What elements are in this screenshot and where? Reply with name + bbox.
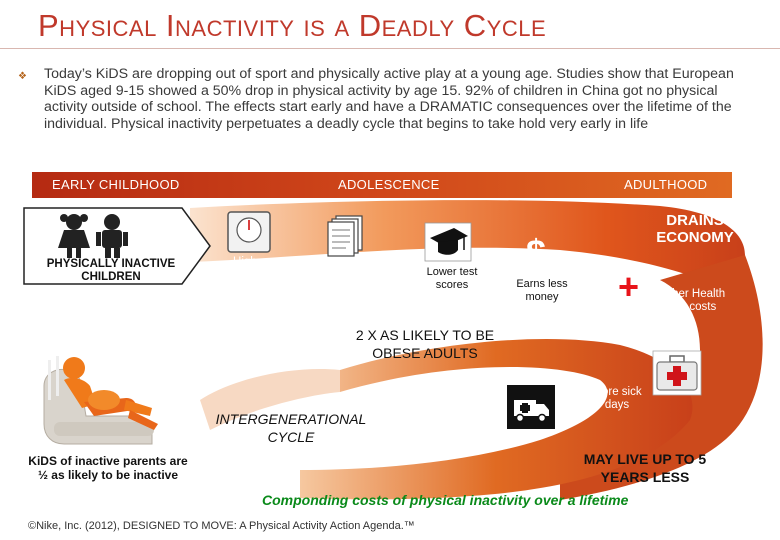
intro-paragraph: Today’s KiDS are dropping out of sport a…: [44, 66, 734, 132]
bullet-icon: ❖: [18, 71, 27, 82]
stage-early-childhood: EARLY CHILDHOOD: [52, 177, 180, 192]
arc-tail: [200, 369, 340, 430]
intergenerational-label: INTERGENERATIONAL CYCLE: [215, 411, 367, 445]
test-scores-label: Lower test scores: [426, 266, 478, 291]
ambulance-icon: [507, 385, 555, 429]
compounding-caption: Componding costs of physical inactivity …: [262, 492, 629, 508]
plus-icon: +: [618, 266, 640, 307]
premature-deaths-label: 5.3 million premature daeths/yr (USA): [415, 392, 491, 430]
title-divider: [0, 48, 780, 49]
documents-icon: [327, 215, 363, 257]
scale-icon: [227, 211, 271, 253]
missed-school-label: More missed school days: [321, 262, 387, 287]
dollar-icon: $: [526, 232, 547, 273]
drains-economy-label: DRAINS ECONOMY: [656, 212, 734, 246]
couch-person-icon: [43, 356, 158, 445]
health-costs-label: Higher Health care costs: [654, 288, 726, 313]
stage-adolescence: ADOLESCENCE: [338, 177, 440, 192]
obesity-risk-label: Higher obesity risk: [221, 256, 279, 281]
kids-inactive-label: KiDS of inactive parents are ½ as likely…: [28, 454, 188, 482]
arc-right: [560, 255, 763, 500]
sick-days-label: More sick days: [592, 386, 642, 411]
graduation-cap-icon: [424, 222, 472, 262]
stage-band: [32, 172, 732, 198]
may-live-label: MAY LIVE UP TO 5 YEARS LESS: [583, 451, 707, 485]
stage-adulthood: ADULTHOOD: [624, 177, 708, 192]
page-title: Physical Inactivity is a Deadly Cycle: [38, 8, 547, 43]
children-icon: [58, 214, 128, 258]
obese-adults-label: 2 X AS LIKELY TO BE OBESE ADULTS: [355, 327, 495, 361]
children-label: PHYSICALLY INACTIVE CHILDREN: [46, 258, 176, 283]
first-aid-kit-icon: [652, 350, 702, 396]
source-citation: ©Nike, Inc. (2012), DESIGNED TO MOVE: A …: [28, 520, 415, 532]
arc-lower: [300, 339, 693, 500]
earns-less-label: Earns less money: [516, 278, 568, 303]
